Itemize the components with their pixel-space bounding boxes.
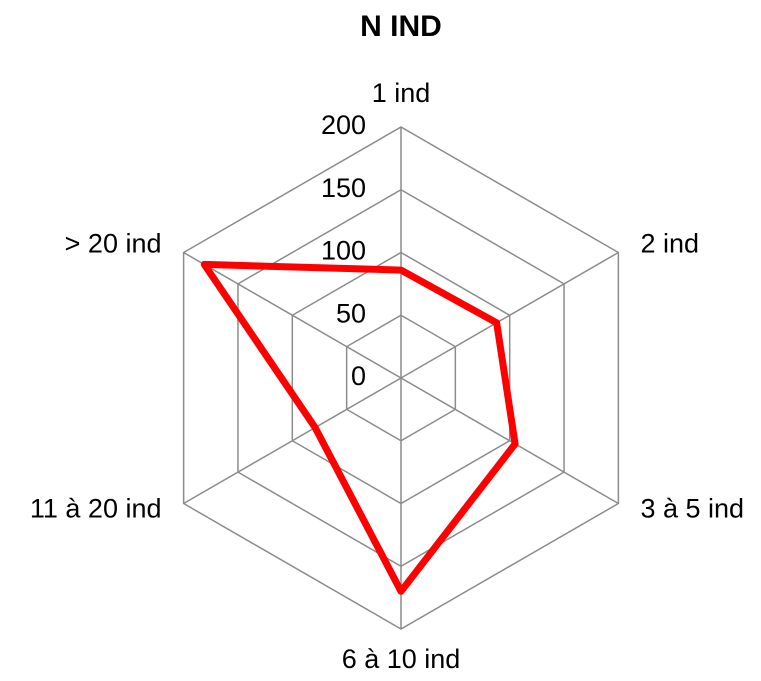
r-tick-label: 150 — [321, 173, 366, 203]
category-label: 2 ind — [640, 229, 699, 259]
category-label: > 20 ind — [65, 229, 162, 259]
spoke — [400, 377, 619, 505]
chart-title: N IND — [360, 10, 442, 43]
spoke — [400, 251, 619, 379]
category-label: 6 à 10 ind — [342, 644, 461, 674]
r-tick-label: 50 — [336, 298, 366, 328]
spoke — [183, 251, 402, 379]
category-label: 3 à 5 ind — [640, 494, 744, 524]
r-tick-label: 100 — [321, 236, 366, 266]
series-line — [200, 260, 519, 595]
r-tick-label: 200 — [321, 110, 366, 140]
category-label: 11 à 20 ind — [30, 494, 162, 524]
r-tick-label: 0 — [351, 361, 366, 391]
spoke — [183, 377, 402, 505]
category-label: 1 ind — [372, 78, 431, 108]
